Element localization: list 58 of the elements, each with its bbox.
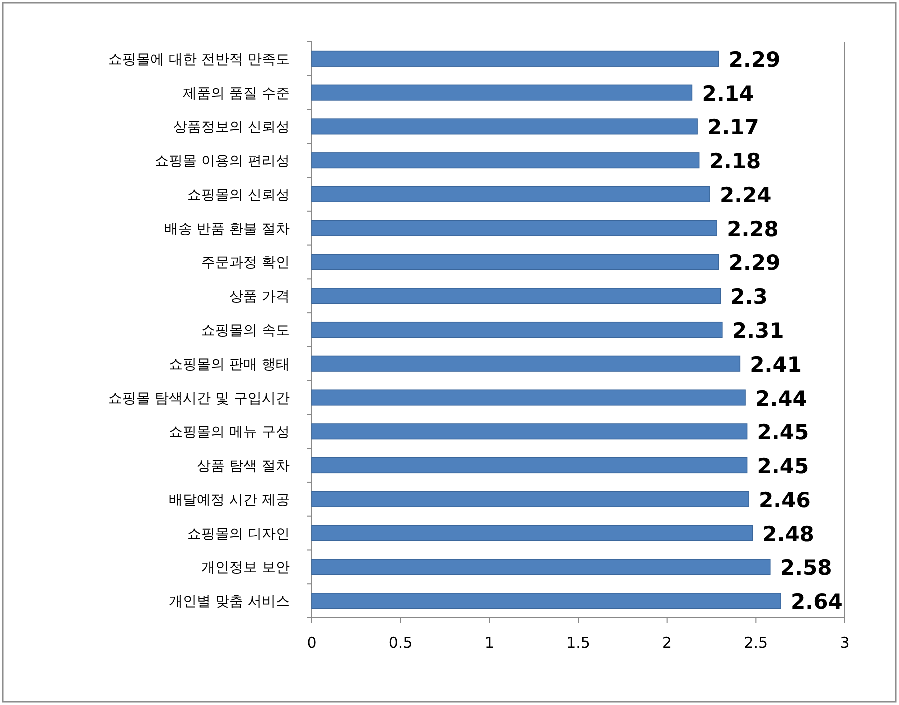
bar [312, 491, 750, 508]
bar [312, 84, 693, 101]
data-label: 2.29 [728, 48, 781, 72]
y-tick-label: 주문과정 확인 [202, 255, 290, 272]
y-tick-label: 배달예정 시간 제공 [169, 492, 290, 508]
y-tick-label: 쇼핑몰의 속도 [202, 323, 290, 339]
x-tick-label: 1 [484, 634, 494, 652]
bar [312, 559, 771, 576]
y-tick-label: 쇼핑몰의 신뢰성 [188, 187, 290, 204]
y-tick-label: 개인별 맞춤 서비스 [169, 594, 290, 610]
y-tick-label: 상품 가격 [230, 289, 290, 306]
x-tick-label: 0 [307, 634, 317, 652]
x-tick-label: 3 [840, 634, 850, 652]
bar [312, 50, 720, 67]
data-label: 2.18 [709, 150, 762, 174]
y-tick-label: 쇼핑몰 탐색시간 및 구입시간 [108, 390, 290, 407]
x-tick-label: 2.5 [744, 634, 768, 652]
data-label: 2.24 [720, 183, 772, 208]
data-label: 2.29 [728, 251, 781, 276]
y-tick-label: 제품의 품질 수준 [183, 86, 290, 102]
bar [312, 220, 718, 236]
data-label: 2.28 [727, 217, 779, 242]
data-label: 2.17 [708, 116, 760, 140]
x-tick-label: 2 [662, 634, 672, 652]
y-tick-label: 쇼핑몰에 대한 전반적 만족도 [108, 52, 290, 68]
data-label: 2.44 [756, 386, 808, 411]
data-label: 2.41 [750, 352, 802, 377]
bar [312, 186, 710, 202]
x-tick-label: 1.5 [566, 634, 590, 652]
data-label: 2.3 [730, 285, 768, 310]
y-tick-label: 상품정보의 신뢰성 [174, 120, 290, 136]
bar [312, 118, 698, 135]
y-tick-label: 개인정보 보안 [202, 560, 290, 576]
y-tick-label: 쇼핑몰의 메뉴 구성 [169, 424, 290, 441]
bar [312, 322, 723, 338]
data-label: 2.45 [757, 454, 810, 479]
data-label: 2.46 [759, 488, 811, 512]
y-tick-label: 쇼핑몰의 디자인 [188, 526, 290, 542]
y-tick-label: 상품 탐색 절차 [197, 458, 290, 475]
bar [312, 424, 748, 440]
bar [312, 288, 722, 304]
bar [312, 152, 700, 169]
bar [312, 593, 782, 610]
data-label: 2.45 [757, 420, 810, 445]
x-tick-label: 0.5 [388, 634, 413, 652]
bar [312, 458, 748, 474]
data-label: 2.64 [791, 590, 843, 614]
data-label: 2.58 [780, 556, 832, 580]
data-label: 2.14 [702, 82, 754, 106]
data-label: 2.31 [732, 319, 784, 343]
y-tick-label: 쇼핑몰 이용의 편리성 [155, 154, 290, 170]
bar [312, 254, 720, 270]
bar [312, 390, 746, 406]
bar [312, 525, 754, 542]
y-tick-label: 배송 반품 환불 절차 [164, 221, 290, 238]
data-label: 2.48 [762, 522, 814, 546]
bar [312, 356, 741, 372]
y-tick-label: 쇼핑몰의 판매 행태 [169, 356, 290, 373]
